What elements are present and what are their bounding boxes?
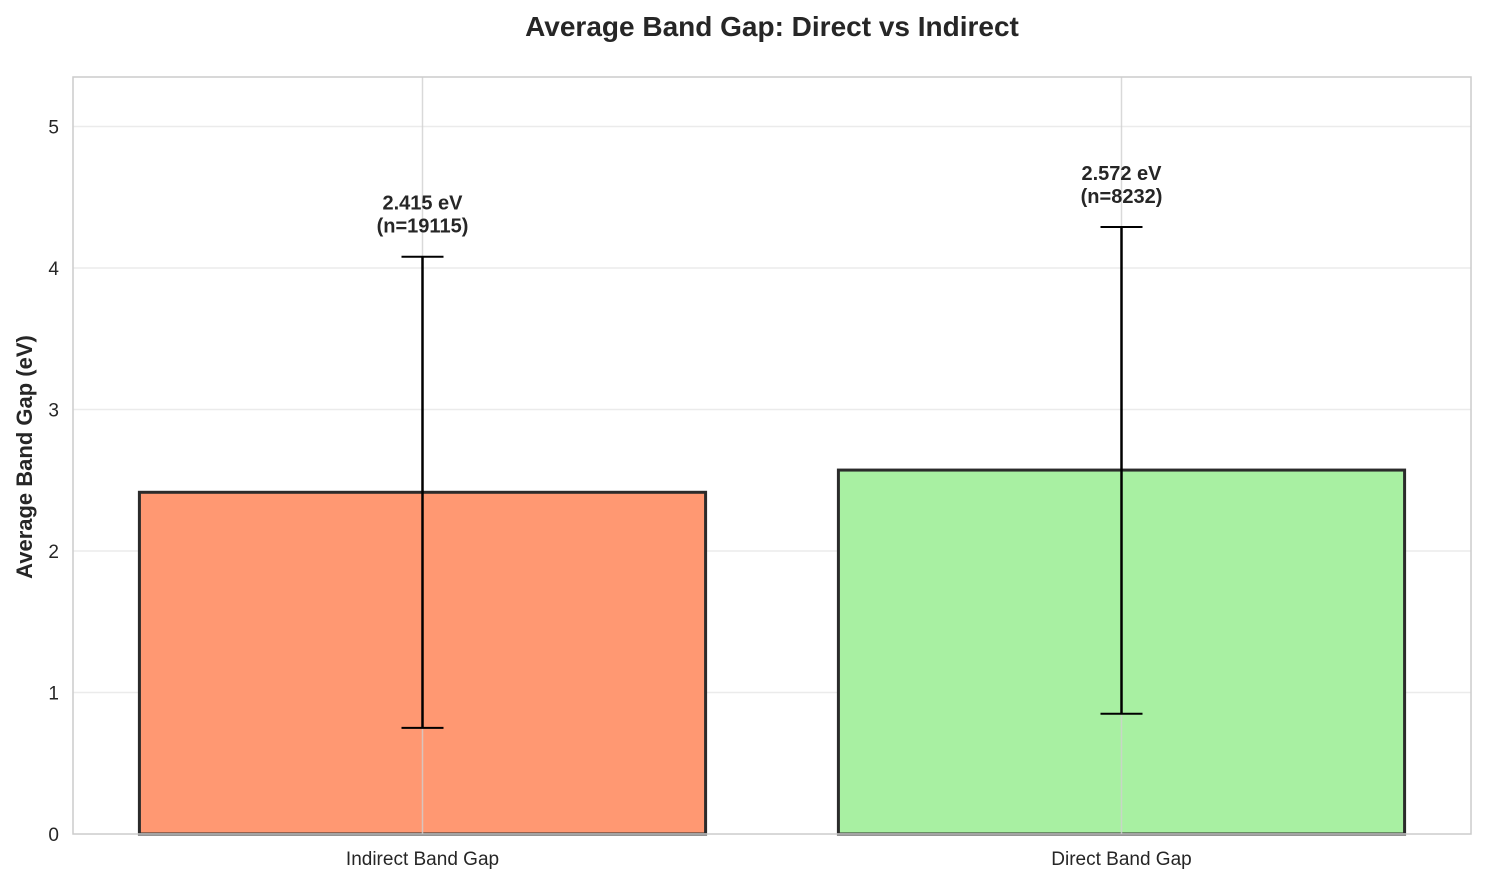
chart-title: Average Band Gap: Direct vs Indirect xyxy=(525,11,1019,42)
data-label-count: (n=8232) xyxy=(1081,186,1163,208)
data-label-count: (n=19115) xyxy=(377,216,469,238)
y-tick-label: 5 xyxy=(48,118,59,139)
x-tick-label: Indirect Band Gap xyxy=(346,849,499,870)
y-tick-label: 2 xyxy=(48,542,59,563)
y-tick-label: 4 xyxy=(48,259,59,280)
data-label-value: 2.415 eV xyxy=(382,193,463,215)
data-label-value: 2.572 eV xyxy=(1081,163,1162,185)
y-tick-label: 0 xyxy=(48,825,59,846)
y-tick-label: 3 xyxy=(48,401,59,422)
y-tick-label: 1 xyxy=(48,684,59,705)
plot-area: 0 1 2 3 4 5 2.415 eV(n=19115) Indirect Band Gap… xyxy=(48,76,1472,870)
plot-frame xyxy=(72,76,1472,835)
y-axis-label: Average Band Gap (eV) xyxy=(12,335,37,579)
x-tick-label: Direct Band Gap xyxy=(1051,849,1191,870)
